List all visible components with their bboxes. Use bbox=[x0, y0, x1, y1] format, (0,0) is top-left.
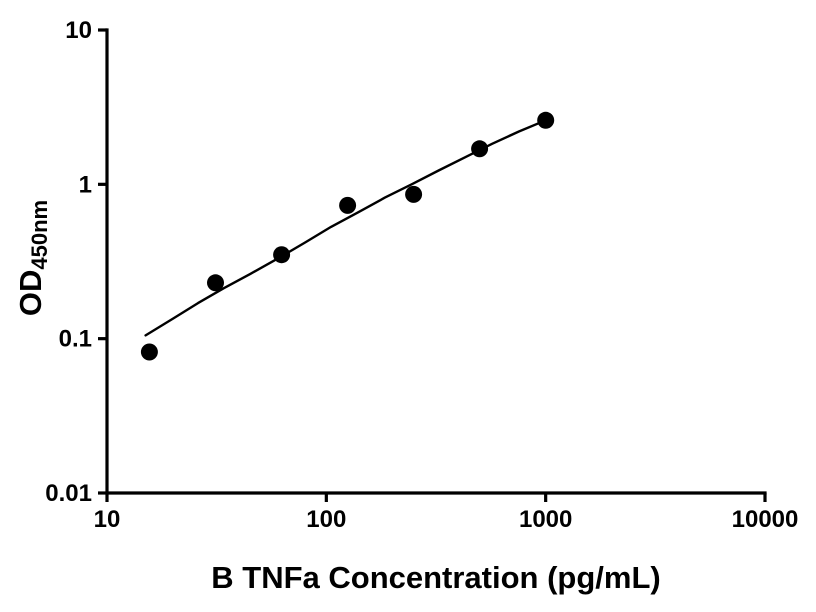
data-point bbox=[405, 185, 423, 203]
data-point bbox=[273, 246, 291, 264]
data-point bbox=[140, 343, 158, 361]
x-tick-label: 1000 bbox=[519, 506, 572, 533]
data-point bbox=[207, 274, 224, 292]
y-axis-title-main: OD bbox=[13, 269, 48, 317]
y-tick-label: 0.01 bbox=[45, 480, 92, 507]
y-tick-label: 1 bbox=[79, 171, 92, 198]
x-tick-label: 10 bbox=[94, 506, 121, 533]
axis-frame bbox=[105, 28, 767, 495]
x-tick-label: 10000 bbox=[732, 506, 799, 533]
x-tick-label: 100 bbox=[306, 506, 346, 533]
data-point bbox=[471, 140, 489, 158]
y-tick-label: 0.1 bbox=[59, 326, 92, 353]
data-point bbox=[339, 196, 357, 214]
y-tick-label: 10 bbox=[65, 17, 92, 44]
y-axis-title: OD450nm bbox=[13, 200, 53, 316]
y-axis-title-subscript: 450nm bbox=[27, 199, 52, 270]
x-axis-title: B TNFa Concentration (pg/mL) bbox=[211, 560, 661, 595]
data-point bbox=[537, 111, 555, 129]
